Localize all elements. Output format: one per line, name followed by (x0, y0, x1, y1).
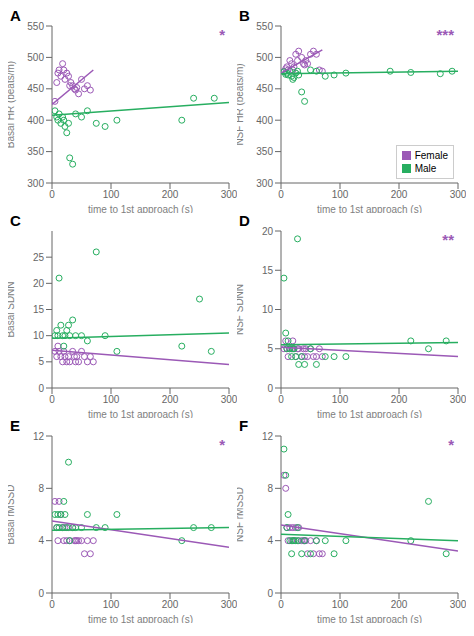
svg-text:200: 200 (162, 394, 179, 405)
svg-text:100: 100 (103, 394, 120, 405)
svg-text:Basal rMSSD: Basal rMSSD (8, 484, 16, 544)
svg-text:0: 0 (49, 599, 55, 610)
svg-text:Basal HR (beats/m): Basal HR (beats/m) (8, 61, 16, 148)
svg-text:550: 550 (27, 21, 44, 32)
html-text:E: E (10, 417, 20, 434)
svg-text:0: 0 (278, 599, 284, 610)
html-text:A: A (10, 7, 21, 24)
svg-text:100: 100 (332, 599, 349, 610)
svg-text:20: 20 (33, 278, 45, 289)
svg-text:200: 200 (162, 599, 179, 610)
svg-text:10: 10 (262, 304, 274, 315)
svg-text:550: 550 (256, 21, 273, 32)
svg-text:100: 100 (332, 394, 349, 405)
svg-text:200: 200 (391, 189, 408, 200)
svg-text:400: 400 (27, 115, 44, 126)
svg-text:12: 12 (262, 431, 274, 442)
svg-text:500: 500 (256, 52, 273, 63)
svg-text:350: 350 (256, 146, 273, 157)
svg-text:450: 450 (27, 83, 44, 94)
svg-text:200: 200 (162, 189, 179, 200)
svg-text:100: 100 (332, 189, 349, 200)
html-text:Female: Female (414, 150, 448, 161)
svg-text:200: 200 (391, 394, 408, 405)
svg-text:300: 300 (450, 394, 466, 405)
svg-text:12: 12 (33, 431, 45, 442)
svg-text:300: 300 (256, 178, 273, 189)
svg-text:0: 0 (267, 383, 273, 394)
svg-text:300: 300 (450, 599, 466, 610)
html-text:B: B (239, 7, 250, 24)
html-text:F: F (239, 417, 249, 434)
svg-text:0: 0 (278, 394, 284, 405)
svg-text:300: 300 (221, 394, 237, 405)
svg-text:400: 400 (256, 115, 273, 126)
svg-text:300: 300 (221, 599, 237, 610)
html-text:Male: Male (414, 163, 437, 174)
svg-text:300: 300 (450, 189, 466, 200)
svg-text:8: 8 (267, 483, 273, 494)
svg-text:Basal SDNN: Basal SDNN (8, 281, 16, 337)
svg-text:0: 0 (267, 588, 273, 599)
svg-text:10: 10 (33, 330, 45, 341)
svg-text:500: 500 (27, 52, 44, 63)
svg-text:350: 350 (27, 146, 44, 157)
svg-text:NSF SDNN: NSF SDNN (237, 284, 245, 335)
svg-text:15: 15 (33, 304, 45, 315)
svg-text:20: 20 (262, 226, 274, 237)
svg-text:300: 300 (27, 178, 44, 189)
svg-text:time to 1st approach (s): time to 1st approach (s) (317, 614, 422, 623)
svg-text:0: 0 (49, 189, 55, 200)
svg-text:5: 5 (38, 356, 44, 367)
svg-text:4: 4 (38, 535, 44, 546)
svg-text:8: 8 (38, 483, 44, 494)
svg-text:0: 0 (278, 189, 284, 200)
svg-text:25: 25 (33, 252, 45, 263)
svg-text:300: 300 (221, 189, 237, 200)
html-text:C: C (10, 212, 21, 229)
svg-text:time to 1st approach (s): time to 1st approach (s) (317, 409, 422, 418)
svg-text:450: 450 (256, 83, 273, 94)
html-text:D: D (239, 212, 250, 229)
svg-text:NSF rMSSD: NSF rMSSD (237, 487, 245, 542)
svg-text:100: 100 (103, 189, 120, 200)
svg-text:time to 1st approach (s): time to 1st approach (s) (88, 409, 193, 418)
svg-text:15: 15 (262, 265, 274, 276)
svg-text:time to 1st approach (s): time to 1st approach (s) (317, 204, 422, 213)
svg-text:time to 1st approach (s): time to 1st approach (s) (88, 614, 193, 623)
svg-text:200: 200 (391, 599, 408, 610)
svg-text:100: 100 (103, 599, 120, 610)
svg-text:4: 4 (267, 535, 273, 546)
svg-text:0: 0 (38, 588, 44, 599)
svg-text:time to 1st approach (s): time to 1st approach (s) (88, 204, 193, 213)
svg-text:0: 0 (38, 383, 44, 394)
svg-text:NSF HR (beats/m): NSF HR (beats/m) (237, 63, 245, 145)
svg-text:0: 0 (49, 394, 55, 405)
svg-text:5: 5 (267, 343, 273, 354)
